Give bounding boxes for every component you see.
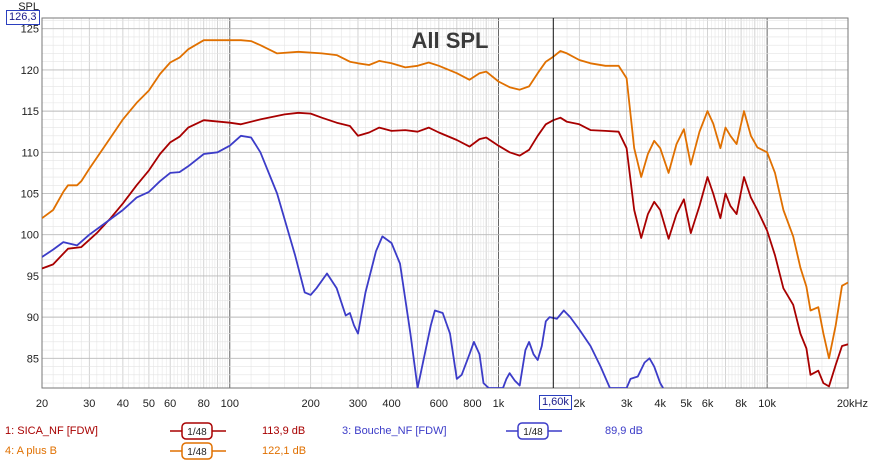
series-line-3 [42,39,848,360]
x-tick-label: 20kHz [837,398,868,410]
x-tick-label: 8k [735,398,747,410]
x-tick-label: 40 [117,398,129,410]
plot-frame [41,17,849,389]
y-tick-label: 120 [21,65,39,77]
cursor-x-readout: 1,60k [539,395,572,410]
x-tick-label: 30 [83,398,95,410]
series-line-2 [42,134,664,388]
smoothing-symbol[interactable]: 1/48 [170,422,226,440]
y-tick-label: 105 [21,189,39,201]
x-tick-label: 300 [349,398,367,410]
smoothing-symbol[interactable]: 1/48 [506,422,562,440]
x-tick-label: 1k [493,398,505,410]
legend-series-value: 89,9 dB [605,425,643,437]
y-tick-label: 100 [21,230,39,242]
smoothing-symbol[interactable]: 1/48 [170,442,226,460]
y-tick-label: 110 [21,147,39,159]
cursor-y-readout: 126,3 [6,10,40,25]
legend-item-a-plus-b[interactable]: 4: A plus B 1/48 122,1 dB [0,442,869,460]
x-tick-label: 50 [143,398,155,410]
legend-series-value: 113,9 dB [262,425,306,437]
x-tick-label: 200 [301,398,319,410]
x-tick-label: 20 [36,398,48,410]
y-tick-label: 90 [27,312,39,324]
x-tick-label: 100 [221,398,239,410]
smoothing-label: 1/48 [523,427,543,438]
y-tick-label: 125 [21,24,39,36]
y-tick-label: 85 [27,353,39,365]
x-tick-label: 4k [654,398,666,410]
x-tick-label: 2k [574,398,586,410]
x-tick-label: 10k [758,398,776,410]
chart-title: All SPL [411,28,488,53]
x-tick-label: 400 [382,398,400,410]
smoothing-label: 1/48 [187,427,207,438]
y-tick-label: 95 [27,271,39,283]
legend-series-value: 122,1 dB [262,445,307,457]
x-tick-label: 6k [702,398,714,410]
y-tick-label: 115 [21,106,39,118]
x-tick-label: 5k [680,398,692,410]
x-tick-label: 600 [430,398,448,410]
x-tick-label: 80 [198,398,210,410]
series-line-1 [42,111,848,388]
legend-series-name: 1: SICA_NF [FDW] [5,425,98,437]
legend-series-name: 4: A plus B [5,445,57,457]
legend-item-sica[interactable]: 1: SICA_NF [FDW] 1/48 113,9 dB 3: Bouche… [0,422,869,440]
x-tick-label: 3k [621,398,633,410]
legend-series-name: 3: Bouche_NF [FDW] [342,425,447,437]
smoothing-label: 1/48 [187,447,207,458]
x-tick-label: 60 [164,398,176,410]
x-tick-label: 800 [463,398,481,410]
